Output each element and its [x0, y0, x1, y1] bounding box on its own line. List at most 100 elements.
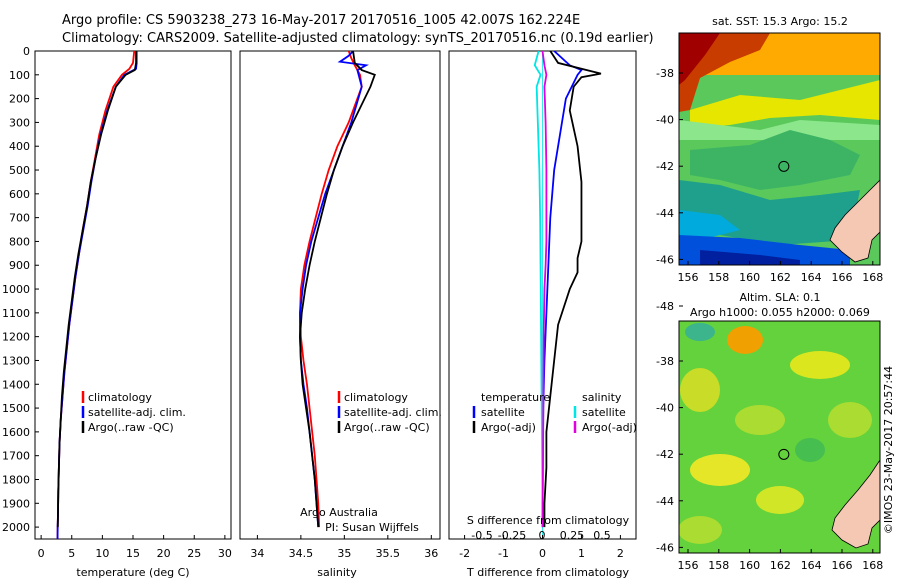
x-tick-label: 34.5 — [289, 547, 314, 560]
series-temperature-argo-adj- — [543, 51, 602, 528]
lat-tick-label: -44 — [656, 495, 674, 508]
sst-map-frame — [678, 32, 881, 266]
lat-tick-label: -40 — [656, 114, 674, 127]
sst-map-title: sat. SST: 15.3 Argo: 15.2 — [712, 15, 848, 28]
difference-lines — [533, 51, 602, 528]
x-tick-label: 2 — [617, 547, 624, 560]
x-tick-label: 35.5 — [376, 547, 401, 560]
new-zealand-land — [831, 459, 880, 549]
s-tick-label: -0.5 — [471, 529, 492, 542]
legend-argo-label: Argo(..raw -QC) — [344, 421, 430, 434]
lat-tick-label: -38 — [656, 67, 674, 80]
sla-yellow-blob — [790, 351, 850, 379]
lon-tick-label: 168 — [862, 559, 883, 572]
legend-satellite-label: satellite-adj. clim. — [344, 406, 442, 419]
lon-tick-label: 162 — [770, 559, 791, 572]
y-tick-label: 1900 — [2, 497, 30, 510]
sla-teal-blob — [685, 323, 715, 341]
x-tick-label: 36 — [424, 547, 438, 560]
y-tick-label: 200 — [9, 93, 30, 106]
y-tick-label: 1300 — [2, 354, 30, 367]
x-tick-label: -2 — [459, 547, 470, 560]
lat-tick-label: -44 — [656, 207, 674, 220]
s-tick-label: 0.25 — [560, 529, 585, 542]
lon-tick-label: 166 — [832, 559, 853, 572]
depth-ticks: 0 100 200 300 400 500 600 700 800 900 1000 1100 1200… — [2, 45, 39, 534]
y-tick-label: 600 — [9, 188, 30, 201]
y-tick-label: 800 — [9, 235, 30, 248]
legend-t-argo-label: Argo(-adj) — [481, 421, 536, 434]
legend-argo-label: Argo(..raw -QC) — [88, 421, 174, 434]
s-difference-xlabel: S difference from climatology — [467, 514, 630, 527]
sst-lat-ticks: -38 -40 -42 -44 -46 -48 — [656, 67, 683, 313]
sst-hottest-region — [679, 33, 720, 85]
lon-tick-label: 168 — [862, 271, 883, 284]
y-tick-label: 1800 — [2, 473, 30, 486]
sla-yellow-green-blob — [828, 402, 872, 438]
temperature-lines — [56, 51, 138, 539]
lon-tick-label: 156 — [678, 271, 699, 284]
argo-australia-label: Argo Australia — [300, 506, 378, 519]
imos-stamp: ©IMOS 23-May-2017 20:57:44 — [882, 366, 895, 534]
salinity-xlabel: salinity — [317, 566, 357, 579]
legend-salinity-title: salinity — [582, 391, 622, 404]
temperature-frame — [34, 50, 232, 540]
y-tick-label: 400 — [9, 140, 30, 153]
difference-legend: temperature satellite Argo(-adj) salinit… — [472, 391, 637, 434]
x-tick-label: 30 — [218, 547, 232, 560]
difference-axes: -2 -1 0 1 2 -0.5 -0.25 0 0.25 0.5 S difference f… — [448, 50, 637, 579]
salinity-legend: climatology satellite-adj. clim. Argo(..… — [337, 391, 442, 434]
s-tick-label: -0.25 — [498, 529, 526, 542]
lon-tick-label: 160 — [739, 559, 760, 572]
lat-tick-label: -42 — [656, 448, 674, 461]
legend-climatology-label: climatology — [344, 391, 408, 404]
x-tick-label: 15 — [126, 547, 140, 560]
argo-position-marker — [778, 448, 790, 460]
x-tick-label: 10 — [95, 547, 109, 560]
lon-tick-label: 166 — [832, 271, 853, 284]
sla-green-blob — [795, 438, 825, 462]
temperature-legend: climatology satellite-adj. clim. Argo(..… — [81, 391, 186, 434]
legend-temperature-title: temperature — [481, 391, 550, 404]
lon-tick-label: 158 — [708, 271, 729, 284]
sst-deep-blue-patch — [700, 250, 800, 265]
y-tick-label: 1600 — [2, 426, 30, 439]
legend-s-argo-label: Argo(-adj) — [582, 421, 637, 434]
x-tick-label: 1 — [578, 547, 585, 560]
sla-yellow-blob — [680, 368, 720, 412]
y-tick-label: 900 — [9, 259, 30, 272]
s-tick-label: 0 — [539, 529, 546, 542]
lat-tick-label: -42 — [656, 160, 674, 173]
sst-cyan-patch — [679, 210, 740, 240]
sla-map-title1: Altim. SLA: 0.1 — [739, 291, 820, 304]
s-tick-label: 0.5 — [593, 529, 611, 542]
sst-field — [679, 33, 880, 265]
sla-map-frame — [678, 320, 881, 554]
sla-yellow-green-blob — [679, 516, 722, 544]
lon-tick-label: 158 — [708, 559, 729, 572]
x-tick-label: 35 — [337, 547, 351, 560]
sla-orange-blob — [727, 326, 763, 354]
legend-s-satellite-label: satellite — [582, 406, 626, 419]
y-tick-label: 700 — [9, 212, 30, 225]
x-tick-label: 5 — [68, 547, 75, 560]
salinity-frame — [239, 50, 441, 540]
sla-yellow-green-blob — [735, 405, 785, 435]
lon-tick-label: 160 — [739, 271, 760, 284]
sst-light-green-band — [679, 120, 880, 140]
t-difference-xlabel: T difference from climatology — [466, 566, 629, 579]
sla-map: Altim. SLA: 0.1 Argo h1000: 0.055 h2000:… — [656, 291, 883, 572]
legend-climatology-label: climatology — [88, 391, 152, 404]
lat-tick-label: -46 — [656, 253, 674, 266]
sst-mid-green-patch — [690, 130, 860, 190]
legend-satellite-label: satellite-adj. clim. — [88, 406, 186, 419]
sst-yellow-band — [690, 80, 880, 128]
x-tick-label: 20 — [157, 547, 171, 560]
lat-tick-label: -40 — [656, 402, 674, 415]
salinity-lines — [299, 51, 376, 528]
lon-tick-label: 164 — [801, 271, 822, 284]
sla-yellow-blob — [690, 454, 750, 486]
pi-label: PI: Susan Wijffels — [325, 521, 419, 534]
y-tick-label: 1500 — [2, 402, 30, 415]
